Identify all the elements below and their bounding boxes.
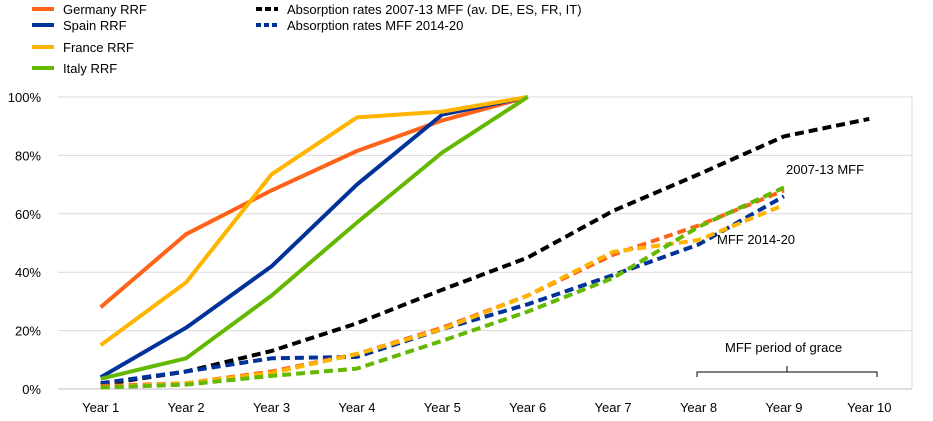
legend-item-germany-rrf: Germany RRF xyxy=(32,0,147,18)
x-tick-label: Year 7 xyxy=(595,400,632,415)
legend-label-absorption-2014-20: Absorption rates MFF 2014-20 xyxy=(287,17,464,33)
y-axis-ticks: 0% 20% 40% 60% 80% 100% xyxy=(8,90,42,397)
legend-label-absorption-2007-13: Absorption rates 2007-13 MFF (av. DE, ES… xyxy=(287,1,582,17)
x-tick-label: Year 6 xyxy=(509,400,546,415)
annotations: 2007-13 MFF MFF 2014-20 MFF period of gr… xyxy=(696,162,878,377)
series-line-absorption-rates-mff-2014-20 xyxy=(100,194,785,386)
series-line-spain-rrf xyxy=(99,95,529,380)
legend-swatch-france-rrf xyxy=(32,45,54,49)
legend-label-germany-rrf: Germany RRF xyxy=(63,1,147,17)
y-tick-label: 20% xyxy=(15,324,41,339)
grace-period-bracket xyxy=(696,366,878,377)
legend-label-spain-rrf: Spain RRF xyxy=(63,17,127,33)
legend-swatch-germany-rrf xyxy=(32,7,54,11)
series-lines xyxy=(99,95,870,390)
y-tick-label: 40% xyxy=(15,265,41,280)
legend-swatch-italy-rrf xyxy=(32,66,54,70)
legend-label-italy-rrf: Italy RRF xyxy=(63,60,118,76)
legend-item-italy-rrf: Italy RRF xyxy=(32,59,117,77)
x-tick-label: Year 2 xyxy=(168,400,205,415)
series-line-italy-mff-2014-20 xyxy=(100,185,785,390)
x-axis-ticks: Year 1 Year 2 Year 3 Year 4 Year 5 Year 6 Year… xyxy=(82,400,891,415)
annotation-mff-2014-20: MFF 2014-20 xyxy=(717,232,795,247)
y-tick-label: 0% xyxy=(22,382,41,397)
legend-item-absorption-2014-20: Absorption rates MFF 2014-20 xyxy=(256,16,463,34)
legend-label-france-rrf: France RRF xyxy=(63,39,134,55)
annotation-mff-period-of-grace: MFF period of grace xyxy=(725,340,842,355)
y-tick-label: 100% xyxy=(8,90,42,105)
series-line-absorption-rates-2007-13-mff-av-de-es-fr-it xyxy=(100,116,870,387)
legend-item-spain-rrf: Spain RRF xyxy=(32,16,127,34)
legend-item-france-rrf: France RRF xyxy=(32,38,134,56)
legend-swatch-absorption-2014-20 xyxy=(256,23,278,27)
y-tick-label: 60% xyxy=(15,207,41,222)
x-tick-label: Year 4 xyxy=(338,400,375,415)
series-line-germany-rrf xyxy=(99,95,529,309)
x-tick-label: Year 9 xyxy=(765,400,802,415)
legend-swatch-absorption-2007-13 xyxy=(256,7,278,11)
x-tick-label: Year 5 xyxy=(424,400,461,415)
x-tick-label: Year 1 xyxy=(82,400,119,415)
gridlines xyxy=(58,96,913,390)
series-line-italy-rrf xyxy=(100,95,529,381)
x-tick-label: Year 10 xyxy=(847,400,891,415)
annotation-2007-13-mff: 2007-13 MFF xyxy=(786,162,864,177)
series-line-france-rrf xyxy=(99,95,529,347)
x-tick-label: Year 3 xyxy=(253,400,290,415)
legend-item-absorption-2007-13: Absorption rates 2007-13 MFF (av. DE, ES… xyxy=(256,0,582,18)
legend-swatch-spain-rrf xyxy=(32,23,54,27)
y-tick-label: 80% xyxy=(15,148,41,163)
x-tick-label: Year 8 xyxy=(680,400,717,415)
